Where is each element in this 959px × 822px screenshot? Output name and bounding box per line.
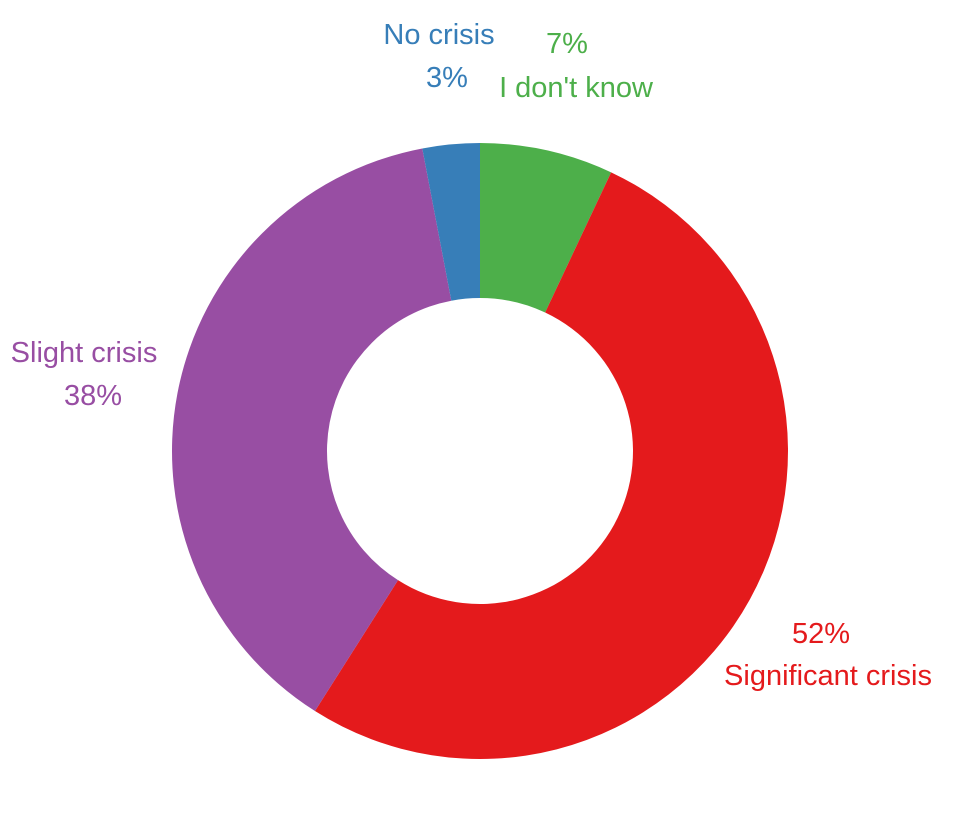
- slice-slight-crisis: [171, 148, 452, 712]
- slice-significant-crisis: [314, 172, 789, 760]
- slice-value-label-no-crisis: 3%: [426, 62, 468, 94]
- slice-no-crisis: [422, 143, 480, 301]
- slice-i-don-t-know: [480, 143, 612, 313]
- slice-value-label-slight-crisis: 38%: [64, 380, 122, 412]
- slice-value-label-i-don-t-know: 7%: [546, 28, 588, 60]
- slice-name-label-no-crisis: No crisis: [383, 19, 494, 51]
- slice-name-label-significant-crisis: Significant crisis: [724, 660, 932, 692]
- slice-name-label-slight-crisis: Slight crisis: [11, 337, 158, 369]
- slice-labels: 7% I don't know 52% Significant crisis Sligh…: [11, 19, 932, 692]
- slice-name-label-i-don-t-know: I don't know: [499, 72, 654, 104]
- slice-value-label-significant-crisis: 52%: [792, 618, 850, 650]
- donut-slices: [171, 143, 789, 760]
